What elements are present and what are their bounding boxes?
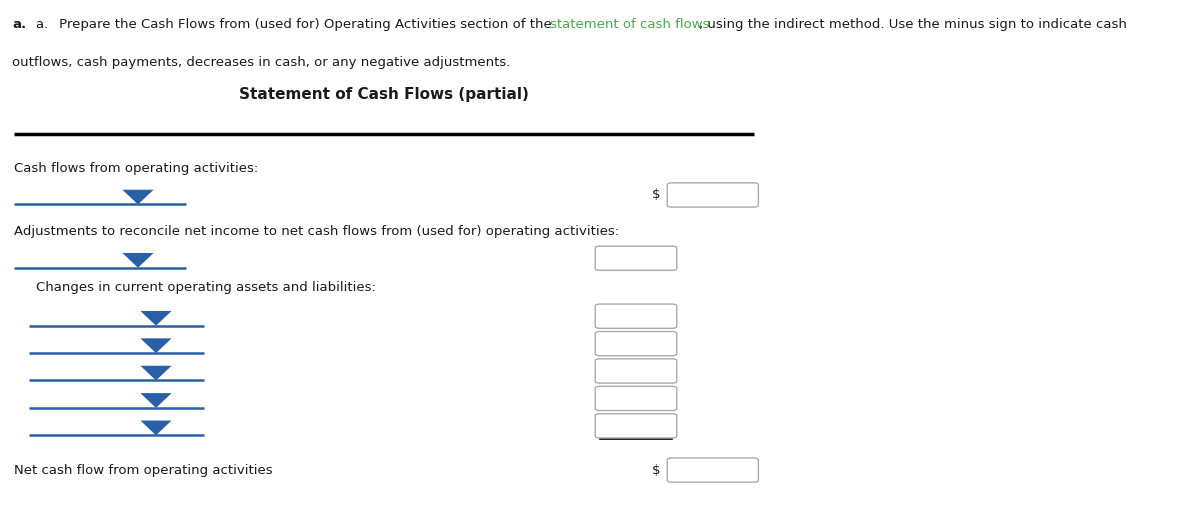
Polygon shape [140,366,172,380]
Text: a.: a. [12,18,26,32]
Text: statement of cash flows: statement of cash flows [550,18,709,32]
Text: outflows, cash payments, decreases in cash, or any negative adjustments.: outflows, cash payments, decreases in ca… [12,56,510,70]
Text: Net cash flow from operating activities: Net cash flow from operating activities [14,464,274,476]
Text: Statement of Cash Flows (partial): Statement of Cash Flows (partial) [239,87,529,102]
Text: $: $ [652,464,660,476]
Text: Cash flows from operating activities:: Cash flows from operating activities: [14,162,259,175]
FancyBboxPatch shape [667,458,758,482]
FancyBboxPatch shape [595,304,677,328]
Polygon shape [140,421,172,435]
Polygon shape [140,393,172,408]
FancyBboxPatch shape [595,386,677,411]
Text: $: $ [652,189,660,201]
Polygon shape [140,338,172,353]
Polygon shape [140,311,172,326]
FancyBboxPatch shape [595,359,677,383]
FancyBboxPatch shape [667,183,758,207]
Text: Changes in current operating assets and liabilities:: Changes in current operating assets and … [36,281,376,294]
Polygon shape [122,253,154,268]
Polygon shape [122,190,154,204]
FancyBboxPatch shape [595,331,677,356]
FancyBboxPatch shape [595,246,677,270]
Text: , using the indirect method. Use the minus sign to indicate cash: , using the indirect method. Use the min… [700,18,1127,32]
Text: Adjustments to reconcile net income to net cash flows from (used for) operating : Adjustments to reconcile net income to n… [14,226,619,238]
Text: a.  Prepare the Cash Flows from (used for) Operating Activities section of the: a. Prepare the Cash Flows from (used for… [36,18,556,32]
FancyBboxPatch shape [595,414,677,438]
